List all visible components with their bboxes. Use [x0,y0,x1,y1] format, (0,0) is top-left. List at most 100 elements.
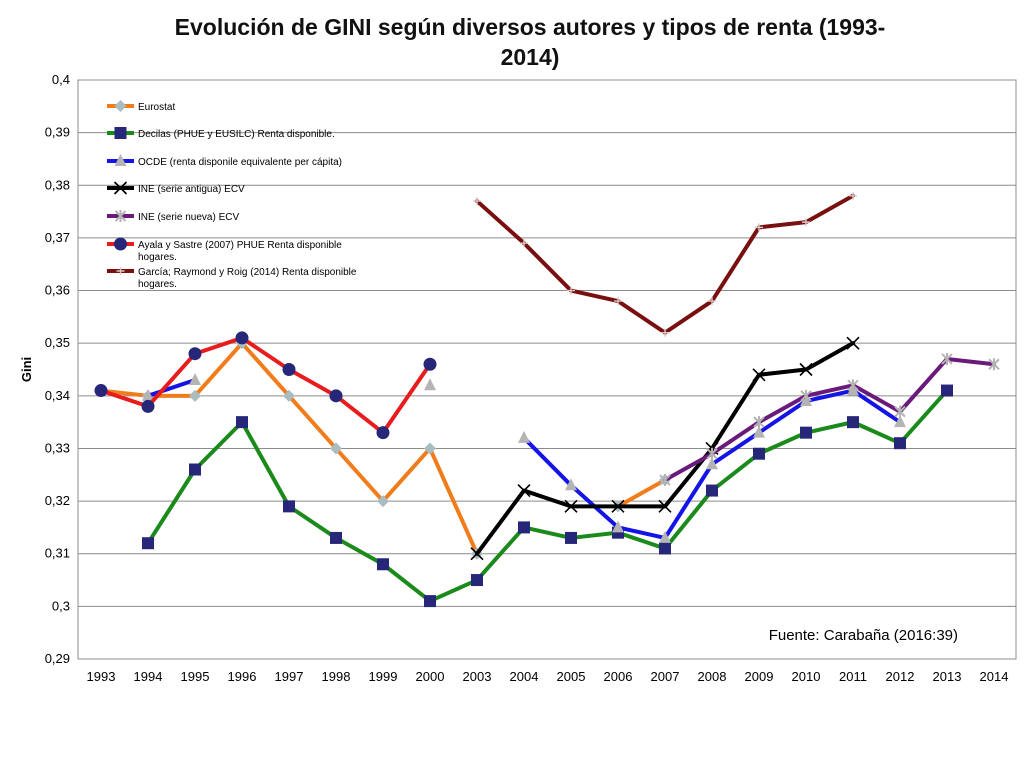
y-tick-label: 0,31 [45,546,70,561]
x-tick-label: 2008 [698,669,727,684]
data-point [659,530,671,543]
plot-area [77,79,1017,660]
y-tick-label: 0,3 [52,598,70,613]
data-point [94,384,108,398]
x-tick-label: 1996 [228,669,257,684]
legend-label: OCDE (renta disponile equivalente per cá… [138,157,342,168]
data-point [520,239,528,248]
y-tick-label: 0,33 [45,440,70,455]
chart-title-line-2: 2014) [500,44,560,70]
data-point [565,478,577,491]
data-point [706,447,718,460]
data-point [708,297,716,306]
data-point [802,218,810,227]
x-tick-label: 2014 [980,669,1009,684]
data-point [283,500,295,513]
legend-label: INE (serie antigua) ECV [138,184,245,195]
legend-marker [114,127,127,139]
data-point [614,297,622,306]
legend-marker [114,100,127,112]
y-tick-label: 0,35 [45,335,70,350]
legend-label: Ayala y Sastre (2007) PHUE Renta disponi… [138,240,342,251]
x-tick-label: 2013 [933,669,962,684]
data-point [235,331,249,345]
legend-marker [114,237,127,251]
x-tick-label: 1994 [134,669,163,684]
data-point [283,389,295,402]
legend-label: García; Raymond y Roig (2014) Renta disp… [138,267,357,278]
data-point [894,405,906,418]
series-7 [473,191,857,337]
data-point [189,463,201,476]
data-point [423,357,437,371]
y-tick-label: 0,37 [45,230,70,245]
data-point [847,416,859,429]
data-point [753,425,765,438]
data-point [800,389,812,402]
data-point [329,389,343,403]
legend-marker [114,210,127,222]
x-tick-label: 2010 [792,669,821,684]
x-tick-label: 1997 [275,669,304,684]
data-point [611,499,625,513]
data-point [424,595,436,608]
data-point [142,537,154,550]
data-point [706,457,718,470]
data-point [330,442,342,455]
legend-label: INE (serie nueva) ECV [138,212,239,223]
legend-label-continued: hogares. [138,279,177,290]
data-point [612,520,624,533]
x-tick-label: 2011 [839,669,867,684]
chart-title-line-1: Evolución de GINI según diversos autores… [174,14,886,40]
data-point [377,558,389,571]
source-note: Fuente: Carabaña (2016:39) [769,627,958,644]
x-tick-label: 2004 [510,669,539,684]
data-point [424,378,436,391]
x-tick-label: 2006 [604,669,633,684]
y-axis-title: Gini [19,357,34,382]
series-5 [659,352,1000,487]
x-tick-label: 1999 [369,669,398,684]
legend-marker [116,267,125,275]
y-tick-label: 0,4 [52,72,70,87]
y-tick-label: 0,34 [45,388,70,403]
legend-label: Decilas (PHUE y EUSILC) Renta disponible… [138,129,335,140]
x-tick-label: 2007 [651,669,680,684]
y-tick-label: 0,36 [45,283,70,298]
data-point [471,574,483,587]
data-point [189,389,201,402]
data-point [142,388,154,401]
data-point [941,352,953,365]
y-tick-label: 0,32 [45,493,70,508]
data-point [377,495,389,508]
data-point [753,416,765,429]
data-point [661,328,669,337]
data-point [755,223,763,232]
x-tick-label: 2005 [557,669,586,684]
data-point [567,286,575,295]
x-tick-label: 2009 [745,669,774,684]
data-point [988,358,1000,371]
data-point [706,484,718,497]
data-point [189,373,201,386]
series-line [99,335,432,435]
legend-label-continued: hogares. [138,252,177,263]
series-line [146,388,949,604]
data-point [849,191,857,200]
x-tick-label: 2012 [886,669,915,684]
data-point [517,483,531,498]
legend-label: Eurostat [138,102,175,113]
data-point [894,437,906,450]
data-point [752,368,766,382]
series-line [663,356,996,483]
data-point [847,379,859,392]
data-point [659,542,671,555]
data-point [800,426,812,439]
series-4 [470,336,860,561]
data-point [753,447,765,460]
data-point [470,547,484,561]
data-point [141,399,155,413]
data-point [565,531,577,544]
